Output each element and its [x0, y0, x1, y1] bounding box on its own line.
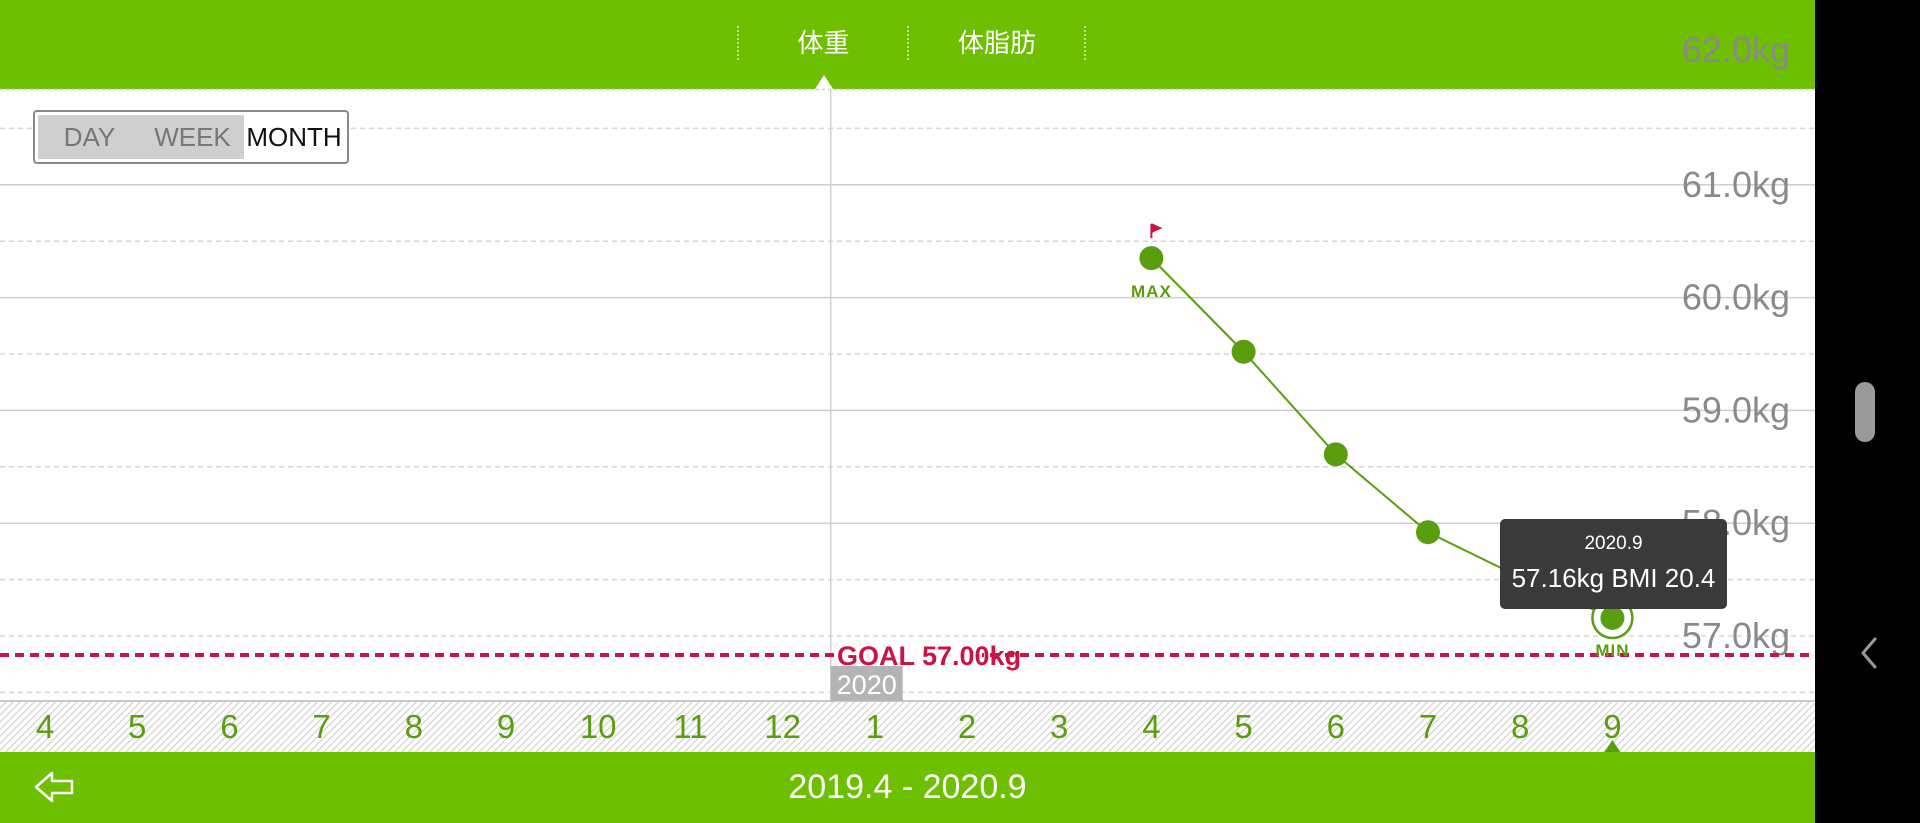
- x-tick-label: 4: [36, 708, 54, 745]
- data-point: [1323, 442, 1348, 467]
- x-tick-label: 5: [1234, 708, 1252, 745]
- tooltip-value: 57.16kg BMI 20.4: [1511, 563, 1716, 593]
- period-day-button[interactable]: DAY: [63, 122, 116, 152]
- y-tick-label: 60.0kg: [1682, 277, 1790, 318]
- period-week-button[interactable]: WEEK: [154, 122, 231, 152]
- x-tick-label: 11: [673, 708, 707, 745]
- value-tooltip: 2020.9 57.16kg BMI 20.4: [1500, 519, 1727, 609]
- x-tick-label: 9: [497, 708, 515, 745]
- x-tick-label: 7: [312, 708, 330, 745]
- max-label: MAX: [1131, 282, 1172, 301]
- top-tab-bar: 体重 体脂肪: [0, 0, 1815, 89]
- y-tick-label: 59.0kg: [1682, 389, 1790, 430]
- data-point: [1139, 246, 1164, 271]
- period-selector: DAY WEEK MONTH: [33, 110, 349, 164]
- x-tick-label: 7: [1419, 708, 1437, 745]
- data-point: [1231, 339, 1256, 364]
- x-tick-label: 5: [128, 708, 146, 745]
- tab-separator: [907, 26, 909, 60]
- back-arrow-icon[interactable]: [30, 764, 80, 810]
- tab-weight[interactable]: 体重: [797, 28, 850, 58]
- period-selector-track: DAY WEEK MONTH: [38, 115, 344, 159]
- goal-label-bg: [834, 638, 982, 670]
- data-point: [1416, 520, 1440, 545]
- x-tick-label: 6: [220, 708, 238, 745]
- x-tick-label: 8: [405, 708, 423, 745]
- x-tick-label: 2: [958, 708, 976, 745]
- tooltip-date: 2020.9: [1584, 533, 1643, 554]
- y-tick-label: 62.0kg: [1682, 29, 1790, 70]
- x-tick-label: 6: [1327, 708, 1345, 745]
- x-axis-strip: [0, 701, 1815, 752]
- nav-back-icon[interactable]: [1855, 633, 1883, 673]
- tab-body-fat[interactable]: 体脂肪: [957, 28, 1036, 58]
- y-tick-label: 61.0kg: [1682, 164, 1790, 205]
- selected-x-caret: [1604, 740, 1621, 752]
- active-tab-indicator: [815, 75, 833, 89]
- x-tick-label: 8: [1511, 708, 1529, 745]
- scroll-handle[interactable]: [1855, 382, 1875, 442]
- system-nav-bar: [1815, 0, 1920, 823]
- period-month-button[interactable]: MONTH: [244, 115, 344, 159]
- x-tick-label: 3: [1050, 708, 1068, 745]
- tab-separator: [1084, 26, 1086, 60]
- date-range-label: 2019.4 - 2020.9: [788, 768, 1027, 806]
- data-point: [1600, 605, 1625, 630]
- x-tick-label: 12: [764, 708, 801, 745]
- x-tick-label: 4: [1142, 708, 1160, 745]
- x-tick-label: 10: [580, 708, 617, 745]
- x-tick-label: 9: [1603, 708, 1621, 745]
- tab-separator: [737, 26, 739, 60]
- x-tick-label: 1: [866, 708, 884, 745]
- max-flag-icon: [1151, 223, 1163, 234]
- bottom-bar: 2019.4 - 2020.9: [0, 752, 1815, 823]
- year-badge: [830, 666, 903, 701]
- year-badge-label: 2020: [837, 670, 897, 700]
- y-tick-label: 57.0kg: [1682, 615, 1790, 656]
- app: 体重 体脂肪 61.0kg 60.0kg 59.0kg 58.0kg 57.0kg 62.…: [0, 0, 1815, 823]
- min-label: MIN: [1595, 641, 1629, 660]
